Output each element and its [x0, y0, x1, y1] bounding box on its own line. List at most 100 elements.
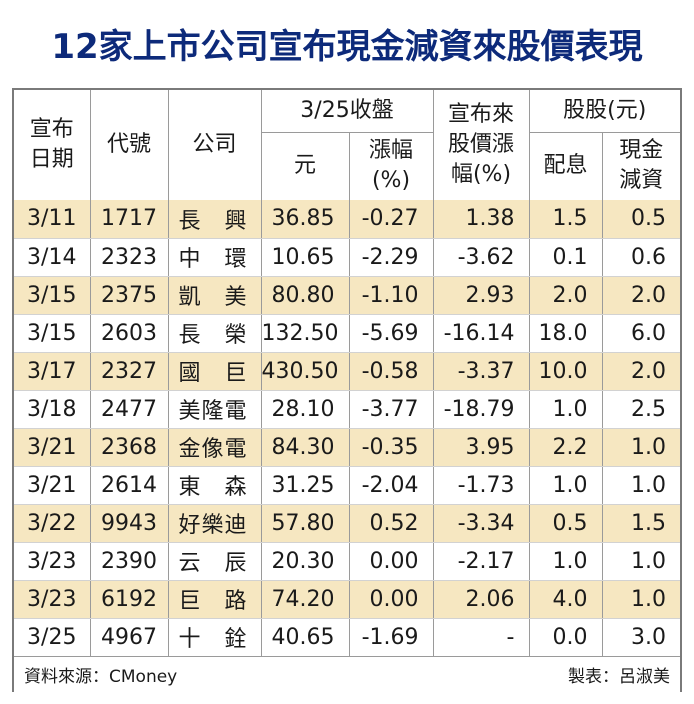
cell-date: 3/25 [14, 618, 91, 657]
cell-since-announce: -3.62 [433, 238, 530, 277]
table-row: 3/21 2368 金像電 84.30 -0.35 3.95 2.2 1.0 [14, 428, 681, 467]
cell-change-pct: -3.77 [349, 390, 434, 429]
cell-company: 金像電 [168, 428, 262, 467]
table-row: 3/23 2390 云辰 20.30 0.00 -2.17 1.0 1.0 [14, 542, 681, 581]
cell-change-pct: 0.00 [349, 580, 434, 619]
cell-close-price: 57.80 [261, 504, 350, 543]
cell-dividend: 1.0 [529, 466, 603, 505]
header-since-line3: 幅(%) [450, 162, 512, 187]
cell-cash-reduction: 1.0 [602, 580, 681, 619]
cell-close-price: 132.50 [261, 314, 350, 353]
cell-since-announce: -3.37 [433, 352, 530, 391]
cell-dividend: 1.0 [529, 542, 603, 581]
cell-company: 國巨 [168, 352, 262, 391]
cell-cash-reduction: 3.0 [602, 618, 681, 657]
cell-dividend: 2.2 [529, 428, 603, 467]
header-change-pct: 漲幅 (%) [349, 132, 434, 200]
header-date: 宣布 日期 [14, 90, 91, 200]
table-row: 3/11 1717 長興 36.85 -0.27 1.38 1.5 0.5 [14, 200, 681, 239]
cell-close-price: 430.50 [261, 352, 350, 391]
cell-dividend: 2.0 [529, 276, 603, 315]
cell-close-price: 84.30 [261, 428, 350, 467]
header-reduction-line2: 減資 [619, 168, 664, 194]
cell-cash-reduction: 2.5 [602, 390, 681, 429]
cell-change-pct: -0.58 [349, 352, 434, 391]
cell-company: 東森 [168, 466, 262, 505]
cell-since-announce: 2.06 [433, 580, 530, 619]
cell-dividend: 0.0 [529, 618, 603, 657]
table-row: 3/23 6192 巨路 74.20 0.00 2.06 4.0 1.0 [14, 580, 681, 619]
cell-date: 3/14 [14, 238, 91, 277]
cell-code: 6192 [90, 580, 169, 619]
cell-code: 4967 [90, 618, 169, 657]
cell-code: 2477 [90, 390, 169, 429]
cell-close-price: 28.10 [261, 390, 350, 429]
cell-date: 3/21 [14, 428, 91, 467]
cell-date: 3/15 [14, 314, 91, 353]
cell-date: 3/17 [14, 352, 91, 391]
cell-company: 云辰 [168, 542, 262, 581]
cell-cash-reduction: 1.0 [602, 428, 681, 467]
header-change-line1: 漲幅 [368, 138, 413, 164]
cell-change-pct: -1.69 [349, 618, 434, 657]
cell-company: 十銓 [168, 618, 262, 657]
cell-change-pct: -2.04 [349, 466, 434, 505]
cell-dividend: 10.0 [529, 352, 603, 391]
cell-company: 美隆電 [168, 390, 262, 429]
cell-cash-reduction: 2.0 [602, 276, 681, 315]
table-row: 3/17 2327 國巨 430.50 -0.58 -3.37 10.0 2.0 [14, 352, 681, 391]
cell-change-pct: -0.35 [349, 428, 434, 467]
cell-close-price: 31.25 [261, 466, 350, 505]
cell-company: 長榮 [168, 314, 262, 353]
cell-dividend: 1.5 [529, 200, 603, 239]
cell-cash-reduction: 1.0 [602, 542, 681, 581]
table-row: 3/15 2603 長榮 132.50 -5.69 -16.14 18.0 6.0 [14, 314, 681, 353]
table-row: 3/18 2477 美隆電 28.10 -3.77 -18.79 1.0 2.5 [14, 390, 681, 429]
cell-close-price: 40.65 [261, 618, 350, 657]
cell-change-pct: -0.27 [349, 200, 434, 239]
header-dividend-group: 股股(元) [529, 90, 681, 133]
cell-close-price: 80.80 [261, 276, 350, 315]
header-since-line1: 宣布來 [447, 102, 514, 127]
cell-close-price: 10.65 [261, 238, 350, 277]
header-company: 公司 [168, 90, 262, 200]
header-reduction-line1: 現金 [619, 138, 664, 164]
cell-dividend: 18.0 [529, 314, 603, 353]
cell-dividend: 0.5 [529, 504, 603, 543]
cell-since-announce: -2.17 [433, 542, 530, 581]
cell-change-pct: 0.52 [349, 504, 434, 543]
cell-code: 2327 [90, 352, 169, 391]
cell-since-announce: -1.73 [433, 466, 530, 505]
cell-date: 3/21 [14, 466, 91, 505]
cell-date: 3/23 [14, 580, 91, 619]
cell-cash-reduction: 0.5 [602, 200, 681, 239]
cell-since-announce: 2.93 [433, 276, 530, 315]
cell-cash-reduction: 0.6 [602, 238, 681, 277]
cell-company: 凱美 [168, 276, 262, 315]
header-cash-reduction: 現金 減資 [602, 132, 680, 200]
cell-company: 長興 [168, 200, 262, 239]
cell-dividend: 0.1 [529, 238, 603, 277]
cell-change-pct: -5.69 [349, 314, 434, 353]
table-row: 3/14 2323 中環 10.65 -2.29 -3.62 0.1 0.6 [14, 238, 681, 277]
table-row: 3/22 9943 好樂迪 57.80 0.52 -3.34 0.5 1.5 [14, 504, 681, 543]
cell-company: 好樂迪 [168, 504, 262, 543]
cell-company: 中環 [168, 238, 262, 277]
cell-code: 2375 [90, 276, 169, 315]
source-note: 資料來源：CMoney [24, 667, 178, 687]
header-date-line1: 宣布 [29, 117, 74, 142]
header-dividend: 配息 [529, 132, 603, 200]
cell-since-announce: 1.38 [433, 200, 530, 239]
header-code: 代號 [90, 90, 169, 200]
cell-change-pct: -2.29 [349, 238, 434, 277]
cell-code: 2603 [90, 314, 169, 353]
cell-dividend: 1.0 [529, 390, 603, 429]
cell-code: 9943 [90, 504, 169, 543]
cell-company: 巨路 [168, 580, 262, 619]
cell-cash-reduction: 1.0 [602, 466, 681, 505]
cell-since-announce: 3.95 [433, 428, 530, 467]
cell-code: 1717 [90, 200, 169, 239]
cell-date: 3/18 [14, 390, 91, 429]
cell-since-announce: -16.14 [433, 314, 530, 353]
cell-code: 2368 [90, 428, 169, 467]
